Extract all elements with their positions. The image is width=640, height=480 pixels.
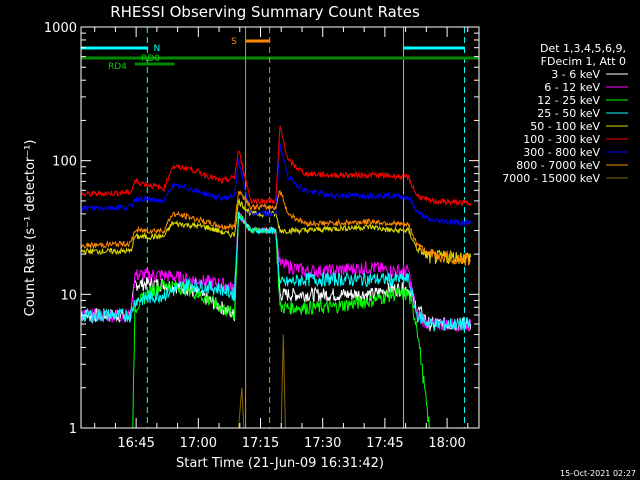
plot-frame: [80, 26, 480, 429]
legend: Det 1,3,4,5,6,9,FDecim 1, Att 03 - 6 keV…: [502, 42, 628, 185]
x-tick-label: 16:45: [117, 436, 154, 451]
x-tick-label: 18:00: [428, 436, 465, 451]
legend-label-1: 6 - 12 keV: [544, 81, 600, 94]
series-line-5: [80, 125, 472, 207]
series-line-7: [80, 190, 472, 266]
y-tick-label: 100: [52, 155, 77, 170]
series-line-6: [81, 143, 472, 227]
series-line-1: [80, 211, 472, 332]
series-line-3: [80, 211, 471, 333]
x-tick-label: 17:15: [242, 436, 279, 451]
legend-header-1: FDecim 1, Att 0: [541, 55, 626, 68]
legend-label-5: 100 - 300 keV: [523, 133, 600, 146]
y-tick-label: 10: [60, 288, 77, 303]
y-axis-label: Count Rate (s⁻¹ detector⁻¹): [23, 140, 38, 317]
x-tick-label: 17:30: [304, 436, 341, 451]
x-tick-label: 17:45: [366, 436, 403, 451]
timestamp-label: 15-Oct-2021 02:27: [560, 469, 636, 478]
x-axis-label: Start Time (21-Jun-09 16:31:42): [176, 456, 384, 471]
legend-label-3: 25 - 50 keV: [537, 107, 600, 120]
y-tick-label: 1000: [44, 21, 77, 36]
x-tick-label: 17:00: [180, 436, 217, 451]
legend-label-6: 300 - 800 keV: [523, 146, 600, 159]
series-line-8: [81, 334, 471, 429]
legend-label-7: 800 - 7000 keV: [516, 159, 600, 172]
legend-label-2: 12 - 25 keV: [537, 94, 600, 107]
axes: 1 10 100 1000 16:45 17:00 17:15 17:30 17:45 18:00: [44, 21, 480, 451]
legend-label-8: 7000 - 15000 keV: [502, 172, 600, 185]
annotation-n: N: [154, 44, 161, 54]
legend-header-0: Det 1,3,4,5,6,9,: [540, 42, 626, 55]
annotation-rd4: RD4: [108, 62, 127, 72]
chart-title: RHESSI Observing Summary Count Rates: [110, 3, 420, 21]
y-tick-label: 1: [69, 422, 77, 437]
annotation-s: S: [231, 37, 237, 47]
series-lines: [80, 125, 472, 429]
legend-label-4: 50 - 100 keV: [530, 120, 600, 133]
legend-label-0: 3 - 6 keV: [551, 68, 600, 81]
annotation-rd0: RD0: [141, 54, 160, 64]
